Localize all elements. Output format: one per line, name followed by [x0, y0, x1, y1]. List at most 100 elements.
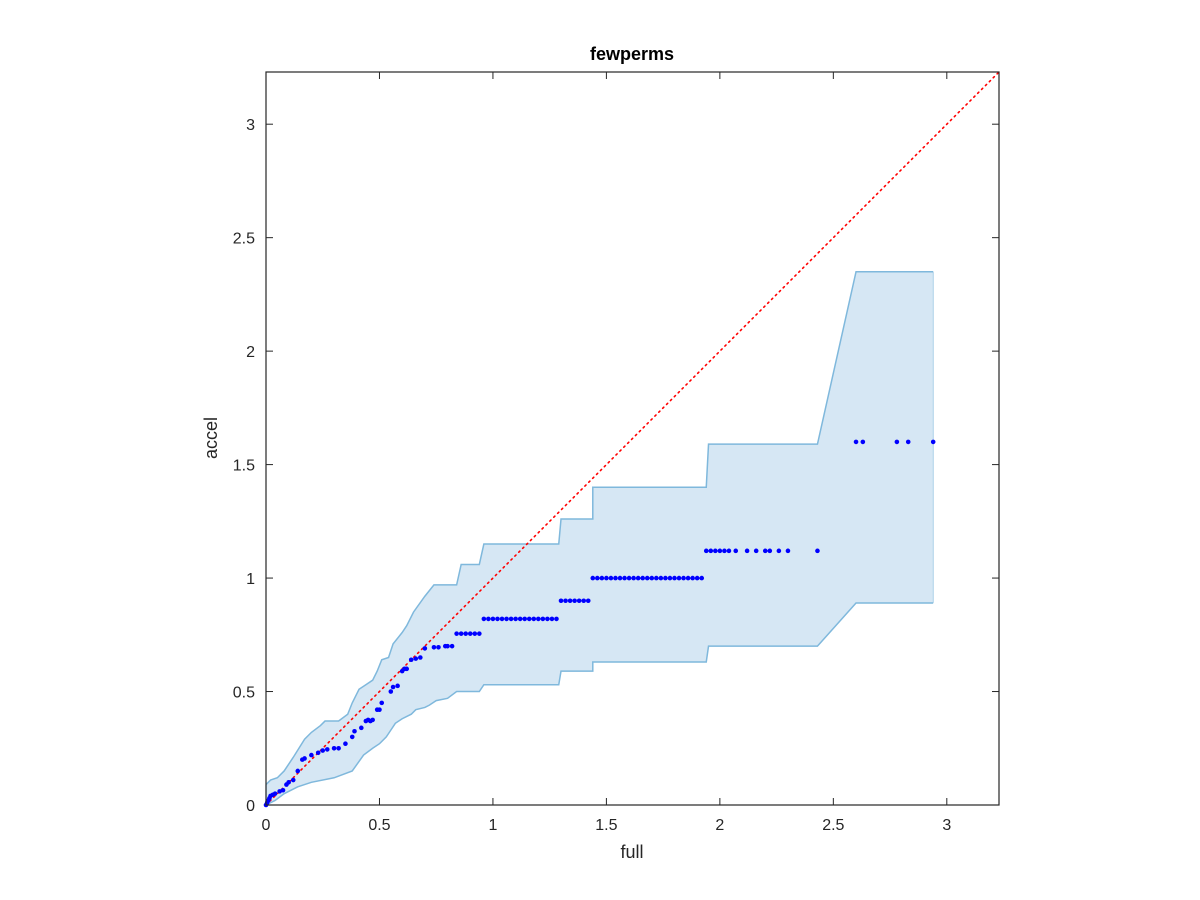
x-axis-label: full — [620, 842, 643, 862]
y-axis-label: accel — [201, 417, 221, 459]
data-point — [599, 575, 605, 581]
data-point — [413, 656, 419, 661]
data-point — [526, 616, 532, 622]
data-point — [331, 745, 337, 751]
data-point — [631, 575, 636, 581]
data-point — [703, 548, 709, 554]
x-tick-label: 0 — [262, 817, 271, 834]
data-point — [776, 548, 782, 554]
data-point — [563, 598, 568, 604]
data-point — [581, 598, 587, 604]
data-point — [315, 750, 321, 756]
data-point — [681, 575, 686, 581]
data-point — [554, 616, 559, 622]
data-point — [486, 616, 491, 622]
data-point — [545, 616, 550, 622]
data-point — [370, 717, 375, 723]
data-point — [517, 616, 523, 622]
data-point — [458, 631, 464, 636]
data-point — [508, 616, 514, 622]
y-tick-label: 0.5 — [233, 685, 255, 702]
confidence-band-upper-edge — [265, 270, 934, 786]
data-point — [280, 787, 286, 793]
data-point — [708, 548, 714, 554]
data-point — [567, 598, 573, 604]
y-tick-label: 2.5 — [233, 231, 255, 248]
data-point — [379, 700, 385, 706]
y-tick-label: 2 — [246, 344, 255, 361]
reference-line-layer — [265, 71, 1000, 806]
data-point — [685, 575, 691, 581]
data-point — [463, 631, 469, 636]
data-point — [767, 548, 773, 554]
data-point — [667, 575, 673, 581]
data-point — [722, 548, 727, 554]
data-point — [477, 631, 482, 636]
ticks-layer: 0 0.5 1 1.5 2 2.5 3 0 0.5 1 1.5 2 2.5 3 — [233, 72, 999, 834]
data-point — [649, 575, 655, 581]
data-point — [431, 644, 437, 650]
data-point — [324, 747, 330, 752]
y-tick-label: 3 — [246, 117, 255, 134]
data-point — [658, 575, 664, 581]
data-point — [449, 643, 455, 649]
data-point — [744, 548, 750, 554]
data-point — [608, 575, 614, 581]
data-point — [504, 616, 509, 622]
data-point — [604, 575, 609, 581]
y-tick-label: 1 — [246, 571, 255, 588]
data-point — [467, 631, 473, 636]
data-point — [272, 791, 278, 796]
data-point — [390, 684, 396, 690]
x-tick-label: 0.5 — [368, 817, 390, 834]
data-point — [676, 575, 682, 581]
data-point — [635, 575, 641, 581]
data-point — [590, 575, 596, 581]
data-point — [617, 575, 623, 581]
data-point — [853, 439, 859, 445]
data-point — [690, 575, 695, 581]
x-tick-label: 2 — [715, 817, 724, 834]
axes-layer — [265, 71, 1000, 806]
data-point — [336, 745, 341, 751]
data-point — [395, 683, 400, 689]
data-point — [377, 707, 382, 712]
data-point — [352, 728, 357, 734]
x-tick-label: 2.5 — [822, 817, 844, 834]
data-point — [644, 575, 650, 581]
data-point — [309, 752, 314, 758]
data-point — [349, 734, 355, 740]
data-point — [481, 616, 487, 622]
y-tick-label: 1.5 — [233, 458, 255, 475]
data-point — [894, 439, 900, 445]
data-point — [753, 548, 759, 554]
data-point — [558, 598, 564, 604]
x-tick-label: 1.5 — [595, 817, 617, 834]
data-point — [626, 575, 632, 581]
data-point — [595, 575, 600, 581]
data-point — [445, 643, 450, 649]
data-point — [454, 631, 459, 636]
identity-reference-line — [265, 71, 1000, 806]
data-point — [522, 616, 528, 622]
data-point — [585, 598, 591, 604]
y-tick-label: 0 — [246, 798, 255, 815]
data-point — [320, 748, 326, 753]
data-point — [302, 756, 307, 761]
data-point — [540, 616, 546, 622]
data-point — [694, 575, 700, 581]
data-point — [622, 575, 627, 581]
data-points-layer — [263, 439, 936, 808]
data-point — [717, 548, 723, 554]
data-point — [536, 616, 541, 622]
data-point — [531, 616, 537, 622]
data-point — [513, 616, 518, 622]
data-point — [404, 666, 409, 672]
data-point — [418, 655, 423, 660]
data-point — [699, 575, 705, 581]
data-point — [408, 657, 414, 663]
data-point — [576, 598, 582, 604]
data-point — [613, 575, 618, 581]
